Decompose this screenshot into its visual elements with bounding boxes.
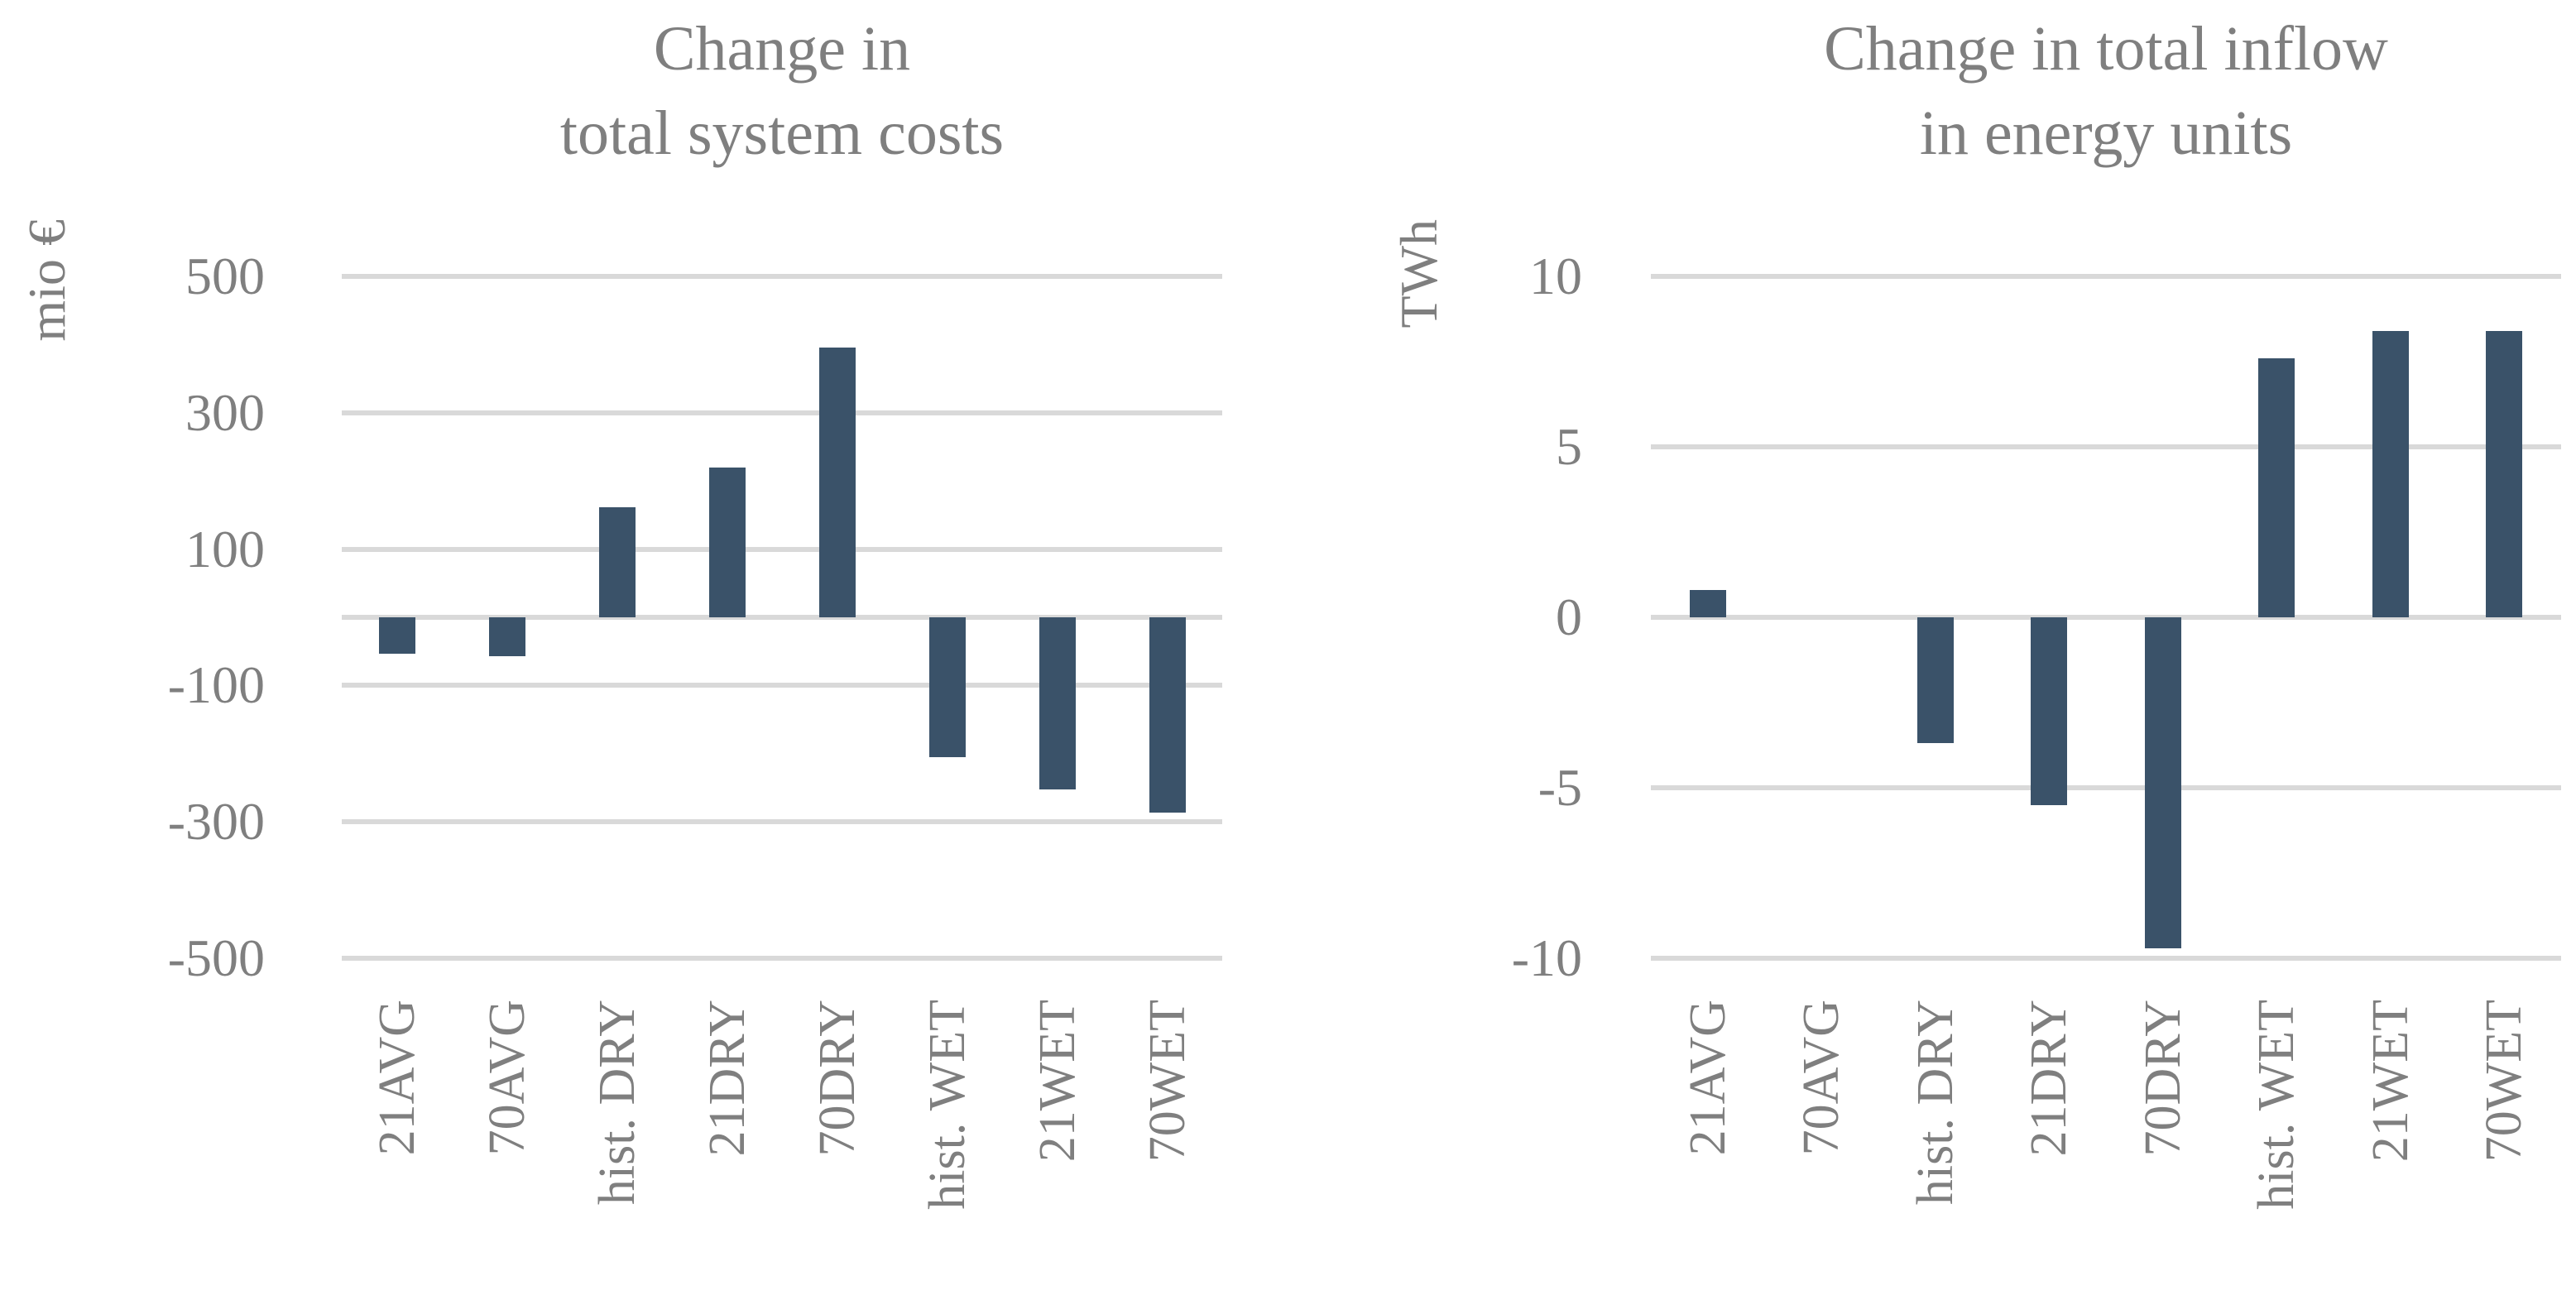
gridline [1651, 785, 2561, 790]
bar-21avg [1689, 590, 1726, 617]
y-tick-label: -10 [1511, 928, 1582, 987]
y-tick-label: 0 [1556, 588, 1582, 646]
gridline [342, 274, 1222, 279]
y-tick-label: 10 [1529, 247, 1582, 305]
zero-gridline [1651, 615, 2561, 620]
y-tick-label: 100 [185, 519, 265, 578]
bar-hist-dry [1916, 617, 1954, 744]
x-label-21dry: 21DRY [2021, 1000, 2078, 1157]
bar-21dry [708, 467, 746, 617]
x-label-70dry: 70DRY [2134, 1000, 2191, 1157]
x-label-70avg: 70AVG [1793, 1000, 1850, 1156]
gridline [342, 683, 1222, 688]
bar-70dry [2144, 617, 2181, 948]
x-label-70wet: 70WET [2476, 1000, 2533, 1163]
gridline [1651, 274, 2561, 279]
bar-hist-dry [598, 507, 636, 617]
x-label-hist-wet: hist. WET [2248, 1000, 2305, 1210]
y-tick-label: -300 [167, 792, 265, 851]
bar-70dry [818, 347, 856, 617]
chart-title-line-2: in energy units [1919, 98, 2293, 168]
y-tick-label: -100 [167, 655, 265, 715]
chart-title-line-1: Change in [653, 14, 911, 84]
zero-gridline [342, 615, 1222, 620]
bar-hist-wet [2258, 357, 2295, 617]
bar-21wet [1039, 617, 1076, 790]
chart-title-inflow: Change in total inflow in energy units [1527, 7, 2576, 175]
x-label-21wet: 21WET [2362, 1000, 2419, 1163]
bar-70wet [1149, 617, 1186, 813]
bar-21wet [2372, 330, 2409, 617]
chart-title-line-2: total system costs [559, 98, 1005, 168]
x-label-21avg: 21AVG [1679, 1000, 1736, 1156]
gridline [342, 956, 1222, 961]
bar-hist-wet [928, 617, 966, 757]
chart-title-system-costs: Change in total system costs [203, 7, 1361, 175]
bar-70wet [2486, 330, 2523, 617]
y-tick-label: -500 [167, 928, 265, 987]
bar-70avg [488, 617, 525, 656]
gridline [342, 546, 1222, 552]
gridline [342, 410, 1222, 415]
y-tick-label: 5 [1556, 417, 1582, 476]
gridline [1651, 444, 2561, 449]
gridline [1651, 956, 2561, 961]
y-tick-label: 300 [185, 382, 265, 442]
bar-21dry [2031, 617, 2068, 805]
chart-title-line-1: Change in total inflow [1824, 14, 2388, 84]
bar-21avg [378, 617, 415, 655]
gridline [342, 819, 1222, 825]
y-tick-label: 500 [185, 247, 265, 305]
x-label-hist-dry: hist. DRY [1907, 1000, 1964, 1206]
y-tick-label: -5 [1537, 758, 1582, 817]
